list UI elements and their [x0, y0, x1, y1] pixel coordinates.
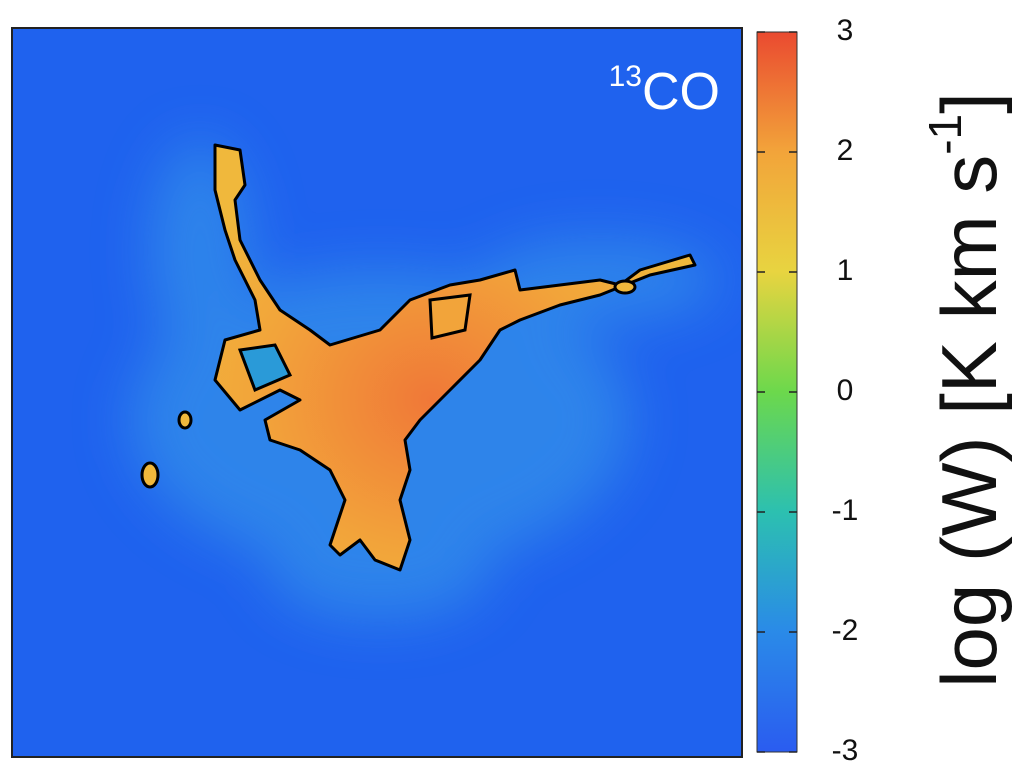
contour-island: [430, 295, 470, 338]
colorbar-label-sup: -1: [919, 114, 971, 155]
species-sup: 13: [609, 60, 642, 93]
colorbar-label-text: log (W) [K km s: [925, 155, 1013, 688]
contour-island: [179, 412, 191, 428]
tick-label: -1: [832, 494, 859, 527]
colorbar-label-end: ]: [925, 92, 1013, 114]
tick-label: 0: [837, 374, 854, 407]
tick-label: 1: [837, 254, 854, 287]
map: 13CO: [12, 28, 742, 757]
contour-island: [142, 463, 158, 487]
tick-label: -3: [832, 734, 859, 767]
colorbar: 3 2 1 0 -1 -2 -3: [757, 14, 858, 767]
figure: 13CO 3210-1-2-3 log (W) [K km s-1]: [0, 0, 1014, 771]
colorbar-label: log (W) [K km s-1]: [919, 92, 1012, 688]
tick-label: -2: [832, 614, 859, 647]
tick-label: 2: [837, 134, 854, 167]
contour-island: [615, 281, 635, 293]
species-text: CO: [642, 63, 720, 121]
tick-label: 3: [837, 14, 854, 47]
